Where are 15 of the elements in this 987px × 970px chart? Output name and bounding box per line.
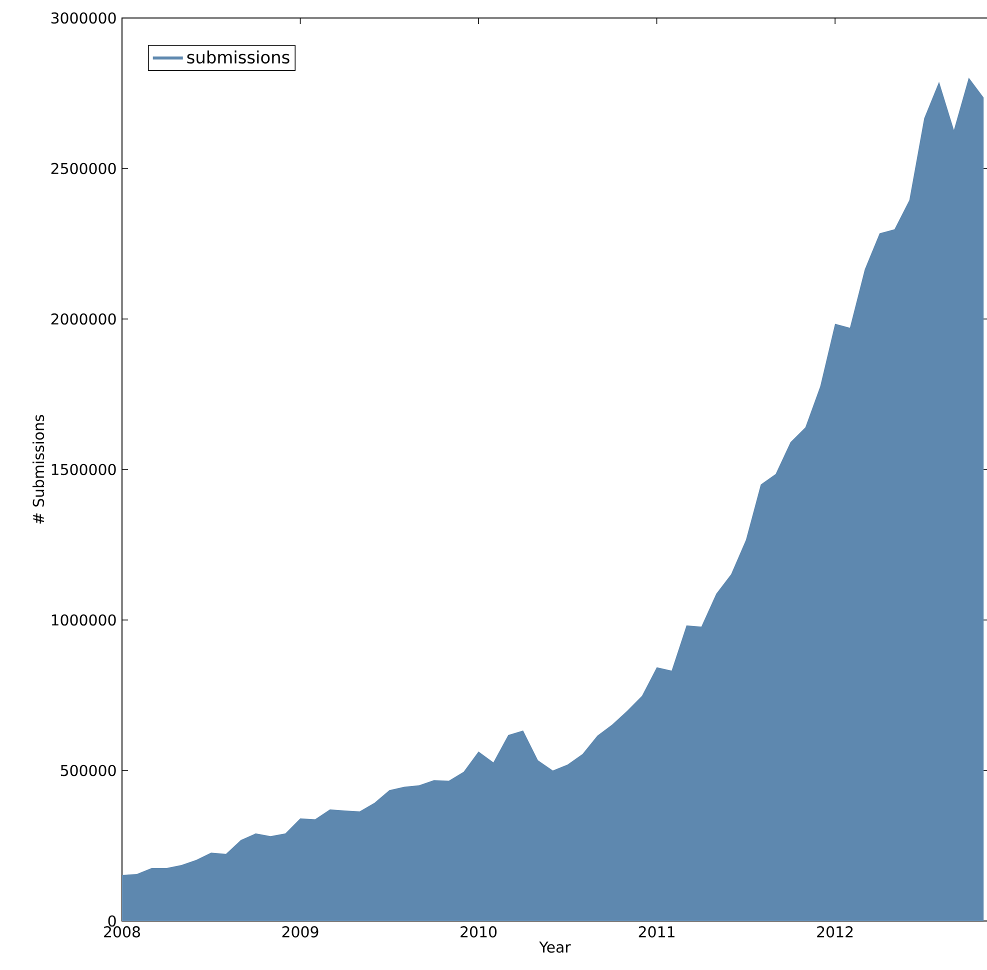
- x-tick-label: 2010: [460, 926, 497, 938]
- y-tick-label: 3000000: [51, 12, 116, 24]
- x-tick-label: 2008: [104, 926, 140, 938]
- x-tick-label: 2009: [282, 926, 318, 938]
- y-tick-label: 2000000: [51, 313, 116, 325]
- y-axis-title: # Submissions: [32, 414, 44, 524]
- y-tick-label: 500000: [60, 764, 116, 776]
- y-tick-label: 2500000: [51, 162, 116, 174]
- legend-label: submissions: [187, 50, 290, 64]
- x-tick-label: 2011: [638, 926, 674, 938]
- y-tick-label: 0: [108, 915, 116, 927]
- y-tick-label: 1000000: [52, 614, 116, 626]
- x-axis-title: Year: [539, 942, 571, 953]
- x-tick-label: 2012: [817, 926, 853, 938]
- y-tick-label: 1500000: [52, 464, 116, 476]
